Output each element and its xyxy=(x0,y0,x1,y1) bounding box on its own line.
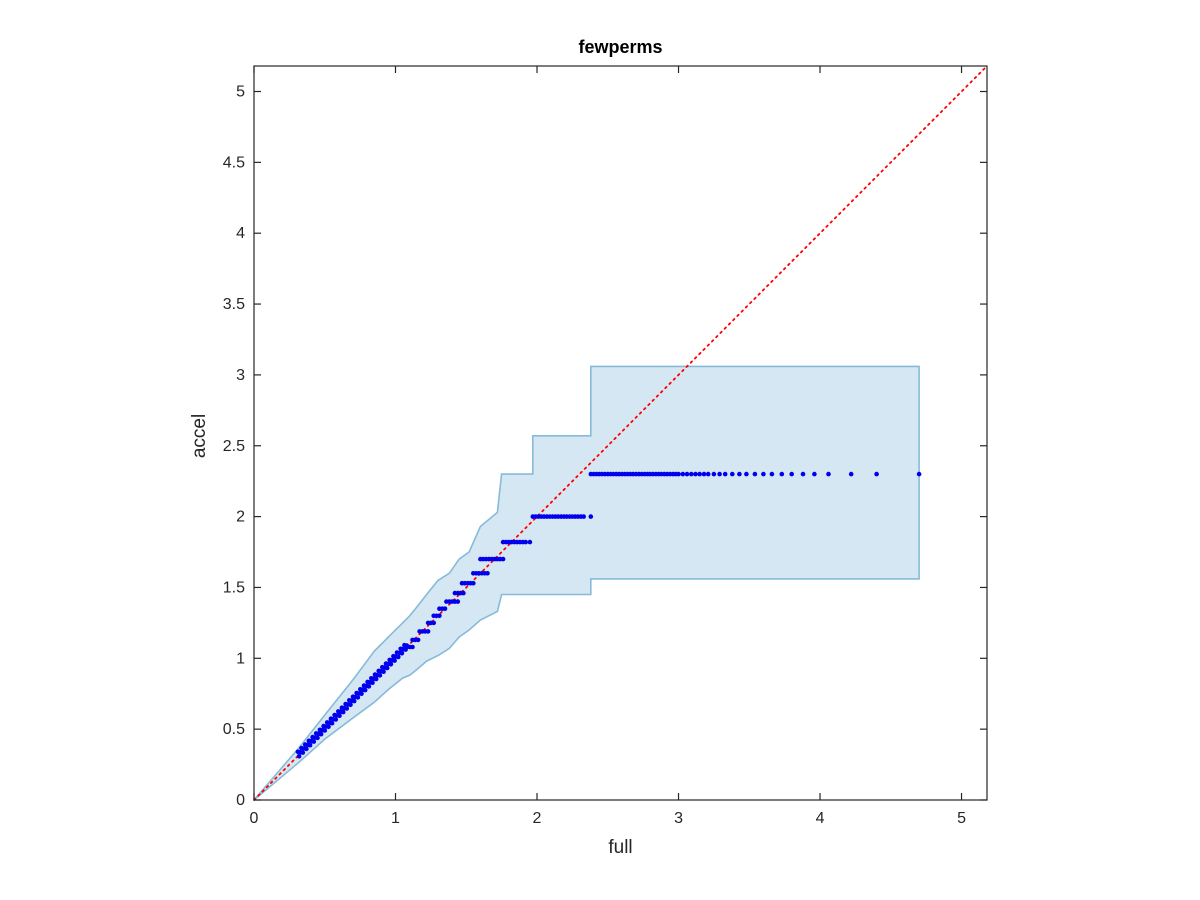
y-tick-label: 0.5 xyxy=(223,721,245,738)
axes xyxy=(253,65,988,801)
data-point xyxy=(399,651,405,656)
data-point xyxy=(337,713,342,719)
data-point xyxy=(737,471,742,477)
data-point xyxy=(410,644,415,650)
data-point xyxy=(705,471,711,477)
data-point xyxy=(471,580,476,586)
data-points xyxy=(295,471,922,759)
data-point xyxy=(826,471,831,477)
data-point xyxy=(527,539,533,545)
data-point xyxy=(377,673,383,678)
reference-line xyxy=(253,65,988,801)
x-tick-label: 4 xyxy=(816,810,825,827)
data-point xyxy=(812,471,817,477)
data-point xyxy=(697,471,702,477)
data-point xyxy=(761,471,766,477)
axes-box xyxy=(253,65,988,801)
data-point xyxy=(311,739,317,744)
y-tick-label: 2 xyxy=(236,509,245,526)
x-tick-label: 5 xyxy=(957,810,966,827)
chart-title: fewperms xyxy=(578,37,662,57)
y-tick-label: 1 xyxy=(236,650,245,667)
data-point xyxy=(500,556,506,562)
data-point xyxy=(684,471,690,477)
data-point xyxy=(581,514,586,519)
data-point xyxy=(381,669,386,674)
data-point xyxy=(779,471,785,477)
reference-line-group xyxy=(253,65,988,801)
data-point xyxy=(366,684,372,689)
data-point xyxy=(588,514,594,519)
y-tick-label: 2.5 xyxy=(223,438,245,455)
data-point xyxy=(384,665,390,671)
data-point xyxy=(676,471,681,477)
data-point xyxy=(304,746,309,752)
data-point xyxy=(351,698,357,704)
data-point xyxy=(730,471,735,477)
band-area xyxy=(253,365,920,801)
data-point xyxy=(800,471,806,477)
data-point xyxy=(388,662,394,667)
data-point xyxy=(344,706,350,711)
data-point xyxy=(693,471,698,477)
data-point xyxy=(717,471,722,477)
data-point xyxy=(359,691,364,696)
y-tick-label: 5 xyxy=(236,84,245,101)
x-tick-label: 1 xyxy=(391,810,400,827)
data-point xyxy=(442,606,448,611)
y-tick-label: 0 xyxy=(236,792,245,809)
data-point xyxy=(300,750,306,755)
data-point xyxy=(789,471,794,477)
data-point xyxy=(348,702,353,708)
data-point xyxy=(307,742,313,748)
y-tick-labels: 0 0.5 1 1.5 2 2.5 3 3.5 4 4.5 5 xyxy=(223,84,245,809)
data-point xyxy=(326,724,331,730)
data-point xyxy=(329,720,335,726)
data-point xyxy=(711,471,717,477)
data-point xyxy=(362,687,368,693)
data-point xyxy=(722,471,728,477)
data-point xyxy=(318,731,324,737)
y-tick-label: 4.5 xyxy=(223,154,245,171)
data-point xyxy=(455,599,461,604)
data-point xyxy=(461,590,466,596)
y-tick-label: 3.5 xyxy=(223,296,245,313)
data-point xyxy=(415,637,421,643)
data-point xyxy=(425,629,431,634)
data-point xyxy=(340,709,346,715)
data-point xyxy=(431,620,437,626)
y-axis-label: accel xyxy=(189,414,210,458)
data-point xyxy=(437,613,442,619)
data-point xyxy=(355,695,361,700)
data-point xyxy=(689,471,694,477)
data-point xyxy=(370,680,375,685)
data-point xyxy=(701,471,707,477)
data-point xyxy=(848,471,854,477)
data-point xyxy=(752,471,758,477)
data-point xyxy=(322,728,328,733)
data-point xyxy=(769,471,775,477)
data-point xyxy=(916,471,922,477)
x-tick-label: 3 xyxy=(674,810,683,827)
data-point xyxy=(296,754,302,759)
data-point xyxy=(392,658,397,663)
data-point xyxy=(396,654,401,660)
data-point xyxy=(744,471,749,477)
y-tick-label: 1.5 xyxy=(223,579,245,596)
x-tick-label: 2 xyxy=(533,810,542,827)
data-point xyxy=(373,676,379,682)
confidence-band xyxy=(253,365,920,801)
y-tick-label: 3 xyxy=(236,367,245,384)
data-point xyxy=(333,717,339,722)
x-tick-labels: 0 1 2 3 4 5 xyxy=(250,810,967,827)
data-point xyxy=(523,539,528,545)
data-point xyxy=(315,735,320,741)
y-tick-label: 4 xyxy=(236,225,245,242)
data-point xyxy=(485,571,490,576)
x-tick-label: 0 xyxy=(250,810,259,827)
x-axis-label: full xyxy=(608,837,632,858)
data-point xyxy=(680,471,686,477)
data-point xyxy=(874,471,879,477)
